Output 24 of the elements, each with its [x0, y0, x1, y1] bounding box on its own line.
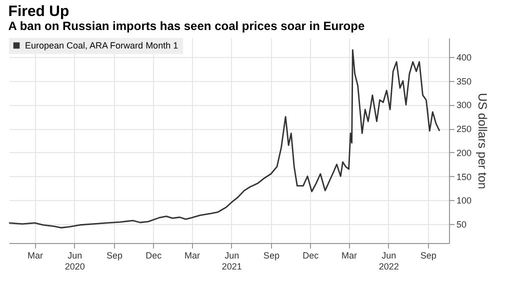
x-tick-label: Jun 2021 [222, 250, 242, 272]
y-tick-label: 300 [456, 100, 472, 110]
y-tick-label: 200 [456, 148, 472, 158]
y-tick-label: 150 [456, 172, 472, 182]
line-series [8, 49, 440, 228]
x-tick-label: Sep [420, 250, 436, 260]
y-axis-title: US dollars per ton [476, 92, 490, 190]
y-tick-label: 100 [456, 196, 472, 206]
x-tick-label: Dec [146, 250, 162, 260]
y-tick-label: 250 [456, 124, 472, 134]
x-tick-label: Jun 2020 [64, 250, 85, 272]
legend-label: European Coal, ARA Forward Month 1 [25, 40, 178, 50]
x-tick-label: Dec [302, 250, 320, 260]
x-tick-label: Jun 2022 [378, 250, 399, 272]
x-tick-label: Mar [342, 250, 358, 260]
chart-subtitle: A ban on Russian imports has seen coal prices soar in Europe [8, 19, 365, 33]
y-tick-label: 350 [456, 76, 472, 86]
y-tick-label: 400 [456, 52, 472, 63]
x-tick-label: Sep [263, 250, 280, 260]
y-tick-label: 50 [456, 219, 467, 230]
x-tick-label: Mar [184, 250, 200, 260]
x-tick-label: Mar [28, 250, 44, 260]
x-tick-label: Sep [106, 250, 122, 260]
chart-title: Fired Up [8, 3, 70, 20]
